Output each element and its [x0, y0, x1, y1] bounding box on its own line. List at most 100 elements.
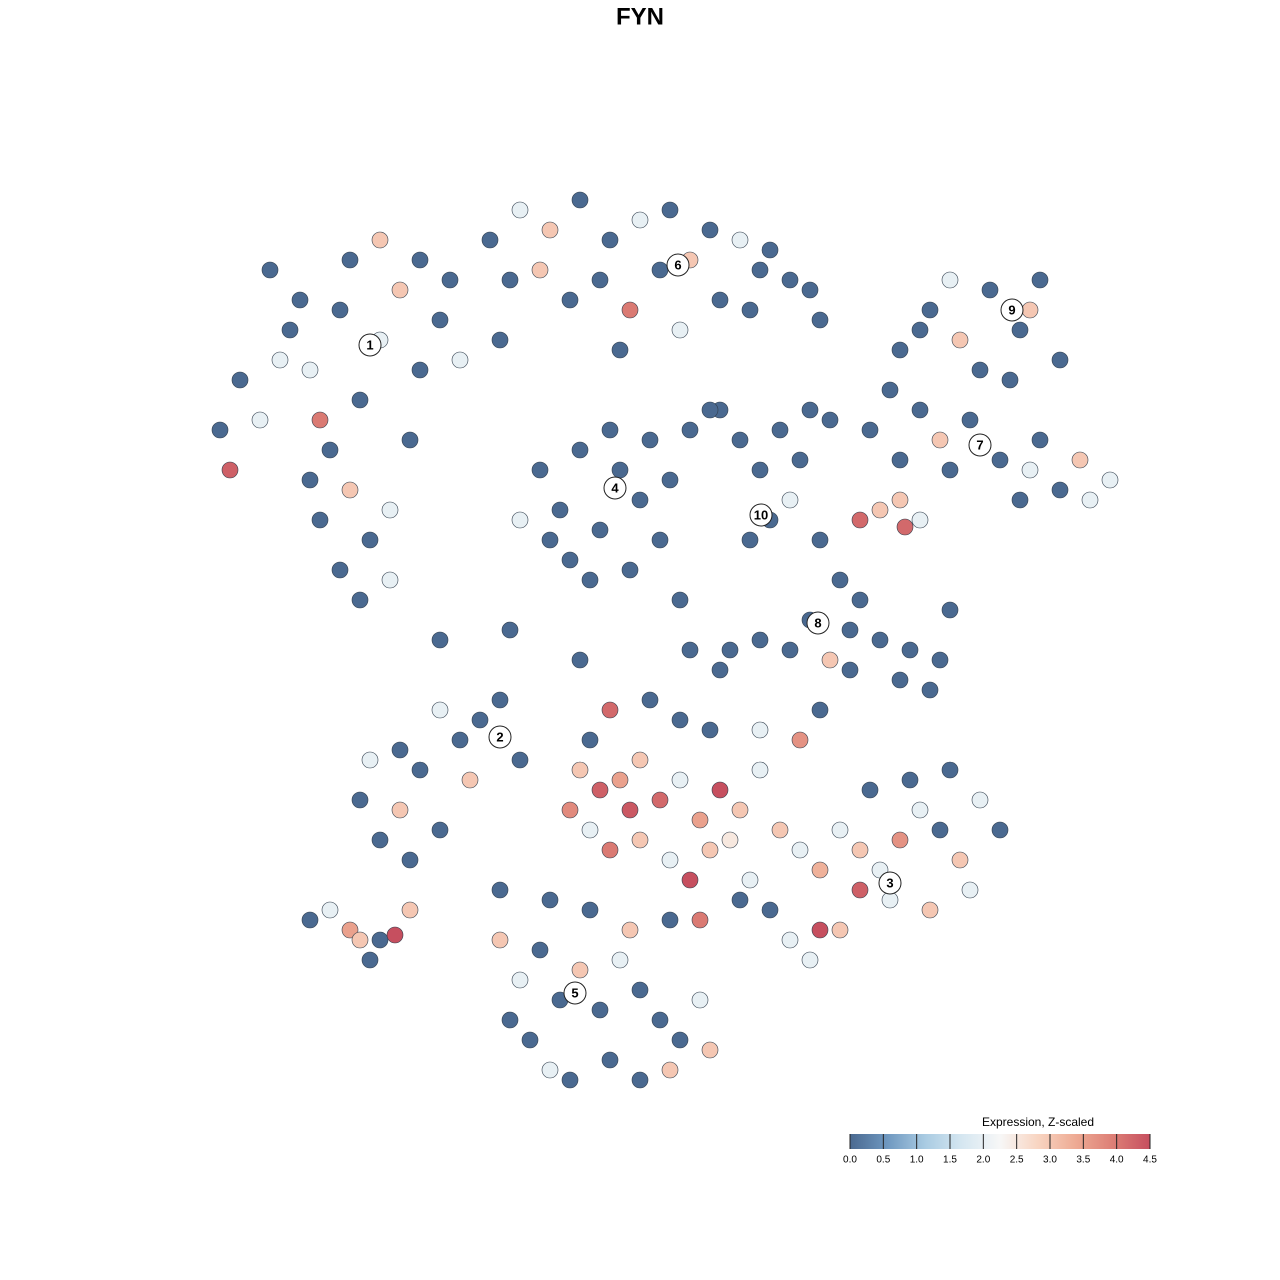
cluster-label: 10 [754, 507, 768, 522]
point [581, 731, 599, 749]
point [611, 951, 629, 969]
point [891, 671, 909, 689]
point [621, 301, 639, 319]
point [921, 901, 939, 919]
point [901, 771, 919, 789]
point [631, 831, 649, 849]
point [491, 881, 509, 899]
point [631, 981, 649, 999]
cluster-label-badge [666, 253, 690, 277]
point [251, 411, 269, 429]
colorbar-tick-label: 4.0 [1110, 1155, 1124, 1166]
point [701, 1041, 719, 1059]
cluster-label-badge [603, 476, 627, 500]
point [761, 241, 779, 259]
point [931, 651, 949, 669]
cluster-label: 3 [886, 875, 893, 890]
colorbar-tick-label: 4.5 [1143, 1155, 1157, 1166]
point [831, 821, 849, 839]
point [371, 831, 389, 849]
point [271, 351, 289, 369]
colorbar-tick-label: 0.0 [843, 1155, 857, 1166]
point [911, 511, 929, 529]
point [671, 711, 689, 729]
point [301, 911, 319, 929]
point [221, 461, 239, 479]
point [1071, 451, 1089, 469]
point [861, 781, 879, 799]
point [591, 781, 609, 799]
point [331, 561, 349, 579]
point [811, 531, 829, 549]
point [351, 391, 369, 409]
cluster-label-badge [358, 333, 382, 357]
point [591, 271, 609, 289]
point [651, 531, 669, 549]
point [1001, 371, 1019, 389]
point [691, 811, 709, 829]
point [701, 721, 719, 739]
colorbar-tick-label: 3.0 [1043, 1155, 1057, 1166]
colorbar-tick-label: 1.0 [910, 1155, 924, 1166]
point [781, 271, 799, 289]
point [431, 311, 449, 329]
point [341, 251, 359, 269]
point [871, 501, 889, 519]
cluster-label: 1 [366, 337, 373, 352]
point [341, 481, 359, 499]
cluster-label: 6 [674, 257, 681, 272]
point [561, 551, 579, 569]
point [491, 931, 509, 949]
point [231, 371, 249, 389]
point [481, 231, 499, 249]
point [301, 471, 319, 489]
point [601, 701, 619, 719]
point [351, 791, 369, 809]
point [301, 361, 319, 379]
colorbar-tick-label: 1.5 [943, 1155, 957, 1166]
point [631, 1071, 649, 1089]
point [751, 631, 769, 649]
point [1101, 471, 1119, 489]
point [411, 251, 429, 269]
point [921, 681, 939, 699]
point [721, 641, 739, 659]
point [551, 501, 569, 519]
point [681, 871, 699, 889]
point [691, 911, 709, 929]
point [501, 1011, 519, 1029]
point [791, 451, 809, 469]
point [631, 491, 649, 509]
cluster-label: 8 [814, 615, 821, 630]
point [691, 991, 709, 1009]
point [741, 531, 759, 549]
point [611, 461, 629, 479]
colorbar-tick-label: 2.5 [1010, 1155, 1024, 1166]
point [741, 301, 759, 319]
colorbar-title: Expression, Z-scaled [982, 1115, 1094, 1129]
point [661, 1061, 679, 1079]
point [571, 961, 589, 979]
point [381, 571, 399, 589]
point [701, 841, 719, 859]
point [561, 1071, 579, 1089]
point [451, 351, 469, 369]
point [811, 861, 829, 879]
point [921, 301, 939, 319]
point [431, 631, 449, 649]
point [781, 931, 799, 949]
point [821, 651, 839, 669]
point [471, 711, 489, 729]
cluster-label: 4 [611, 480, 619, 495]
point [931, 431, 949, 449]
point [811, 701, 829, 719]
point [1031, 271, 1049, 289]
point [431, 821, 449, 839]
point [581, 821, 599, 839]
point [541, 221, 559, 239]
point [441, 271, 459, 289]
point [721, 831, 739, 849]
point [591, 1001, 609, 1019]
point [311, 411, 329, 429]
colorbar [850, 1134, 1150, 1149]
